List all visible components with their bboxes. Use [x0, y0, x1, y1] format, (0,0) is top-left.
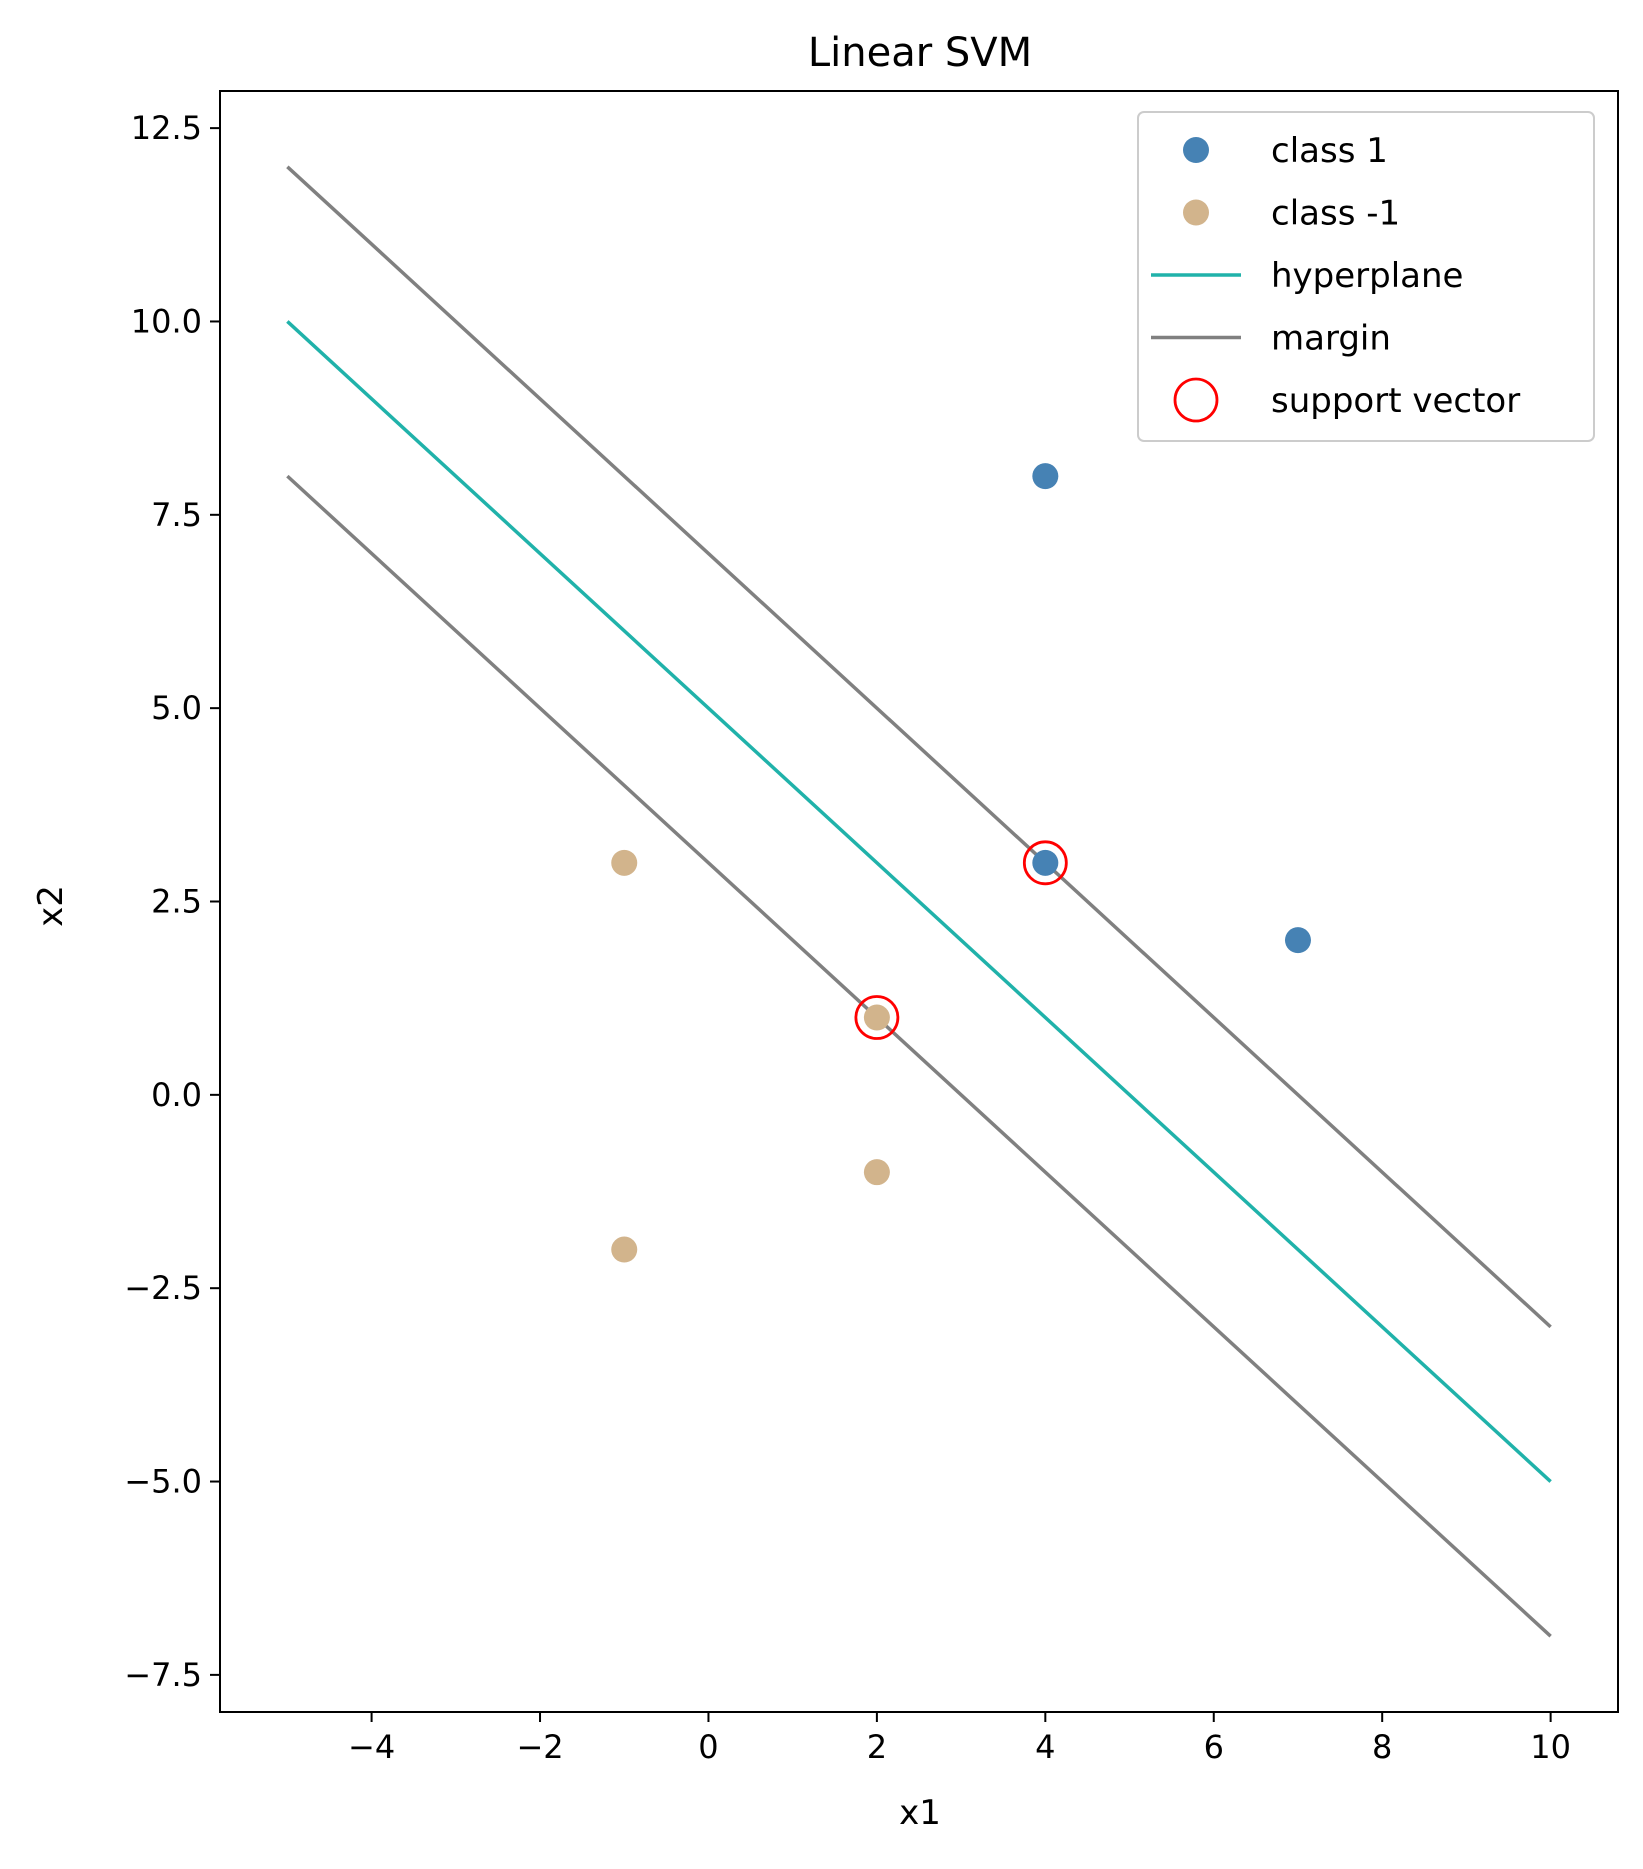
chart-title: Linear SVM	[808, 30, 1032, 76]
legend-label-support-vector: support vector	[1271, 381, 1520, 421]
class-1-point-2	[863, 1159, 890, 1186]
y-tick-label: 2.5	[151, 883, 202, 921]
legend-marker-class-1	[1183, 137, 1209, 163]
x-tick-label: 10	[1530, 1728, 1571, 1766]
y-tick-label: 5.0	[151, 689, 202, 727]
y-tick-label: −5.0	[124, 1463, 202, 1501]
legend: class 1 class -1 hyperplane margin support v…	[1137, 111, 1595, 442]
x-tick-label: 6	[1204, 1728, 1224, 1766]
legend-label-hyperplane: hyperplane	[1271, 256, 1463, 296]
class-1-point-1	[863, 1004, 890, 1031]
legend-label-class-1: class 1	[1271, 131, 1388, 171]
x-axis-label: x1	[899, 1793, 941, 1833]
margin-lower-line	[286, 474, 1552, 1638]
x-tick-label: −2	[516, 1728, 563, 1766]
legend-marker-class-1	[1183, 199, 1209, 226]
x-tick-label: 2	[867, 1728, 887, 1766]
y-tick-label: 0.0	[151, 1076, 202, 1114]
y-tick-label: 10.0	[131, 302, 202, 340]
plot-area	[286, 165, 1552, 1638]
class-1-point-2	[1284, 927, 1311, 954]
y-tick-label: −2.5	[124, 1269, 202, 1307]
x-tick-label: 4	[1035, 1728, 1055, 1766]
margin-line	[286, 165, 1552, 1329]
support-vector-ring-1	[854, 995, 900, 1040]
class-1-point-3	[611, 1236, 638, 1263]
legend-label-margin: margin	[1271, 319, 1391, 359]
x-tick-label: 0	[698, 1728, 718, 1766]
y-axis: −7.5 −5.0 −2.5 0.0 2.5 5.0 7.5 10.0 12.5	[124, 109, 220, 1694]
x-tick-label: −4	[348, 1728, 395, 1766]
y-axis-label: x2	[31, 885, 71, 927]
legend-marker-support-vector	[1173, 377, 1219, 423]
y-tick-label: −7.5	[124, 1656, 202, 1694]
x-axis: −4 −2 0 2 4 6 8 10	[348, 1712, 1571, 1766]
y-tick-label: 7.5	[151, 496, 202, 534]
legend-box	[1137, 111, 1595, 442]
y-tick-label: 12.5	[131, 109, 202, 147]
class-1-point-0	[611, 849, 638, 876]
x-tick-label: 8	[1372, 1728, 1392, 1766]
class-1-point-1	[1032, 849, 1059, 876]
hyperplane-line	[286, 320, 1552, 1483]
support-vector-ring-0	[1022, 840, 1068, 886]
legend-label-class-1: class -1	[1271, 194, 1400, 234]
class-1-point-0	[1032, 463, 1059, 490]
